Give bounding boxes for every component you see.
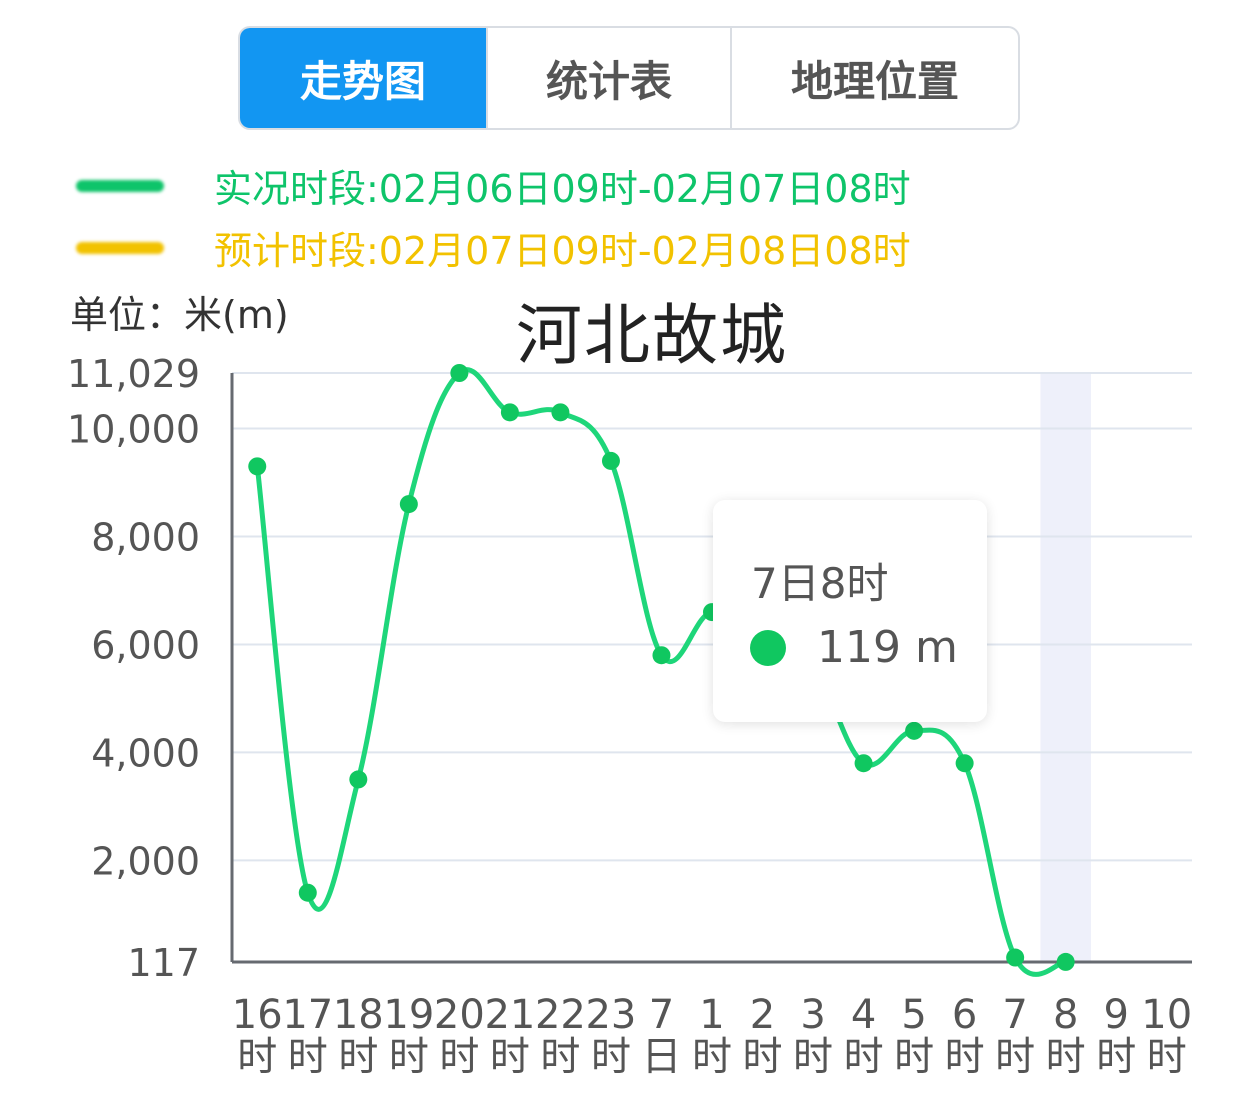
data-point [652,646,671,665]
x-tick-label-suffix: 日 [641,1034,681,1080]
x-tick-label-suffix: 时 [540,1034,580,1080]
y-tick-label: 8,000 [91,515,200,559]
x-tick-label-suffix: 时 [389,1034,429,1080]
x-tick-label-suffix: 时 [439,1034,479,1080]
legend-swatch-observed [76,179,164,192]
x-tick-label: 7 [1002,992,1027,1038]
data-point [298,883,317,902]
x-tick-label: 3 [800,992,825,1038]
x-tick-label: 5 [901,992,926,1038]
x-tick-label-suffix: 时 [490,1034,530,1080]
y-tick-label: 6,000 [91,623,200,667]
x-tick-label: 22 [535,992,586,1038]
data-point [955,754,974,773]
x-tick-label: 19 [383,992,434,1038]
legend-observed: 实况时段:02月06日09时-02月07日08时 [76,158,911,213]
x-tick-label-suffix: 时 [793,1034,833,1080]
tab-trend[interactable]: 走势图 [240,28,488,128]
data-point [450,364,469,382]
x-tick-label-suffix: 时 [1096,1034,1136,1080]
x-tick-label: 16 [232,992,283,1038]
x-tick-label: 9 [1103,992,1128,1038]
x-tick-label-suffix: 时 [237,1034,277,1080]
x-tick-label: 8 [1053,992,1078,1038]
data-point [551,403,570,422]
x-tick-label: 20 [434,992,485,1038]
data-point [248,457,267,476]
data-point [601,451,620,470]
hover-highlight-band [1040,373,1091,962]
data-point [349,770,368,789]
legend-text-forecast: 预计时段:02月07日09时-02月08日08时 [214,229,911,273]
tab-statistics[interactable]: 统计表 [488,28,732,128]
x-tick-label-suffix: 时 [894,1034,934,1080]
x-tick-label: 18 [333,992,384,1038]
x-tick-label-suffix: 时 [591,1034,631,1080]
y-tick-label: 2,000 [91,839,200,883]
y-tick-label: 11,029 [67,352,200,396]
tab-bar: 走势图 统计表 地理位置 [238,26,1020,130]
x-tick-label: 23 [585,992,636,1038]
y-tick-label: 117 [127,941,200,985]
unit-label: 单位：米(m) [70,293,289,337]
legend-text-observed: 实况时段:02月06日09时-02月07日08时 [214,167,911,211]
x-tick-label-suffix: 时 [692,1034,732,1080]
y-tick-label: 10,000 [67,408,200,452]
x-tick-label: 17 [282,992,333,1038]
tooltip-marker-icon [750,630,786,666]
x-tick-label-suffix: 时 [1046,1034,1086,1080]
data-point [905,721,924,740]
x-tick-label-suffix: 时 [743,1034,783,1080]
x-tick-label: 21 [484,992,535,1038]
legend-swatch-forecast [76,241,164,254]
x-tick-label: 2 [750,992,775,1038]
x-tick-label-suffix: 时 [945,1034,985,1080]
data-point [399,495,418,514]
chart-title: 河北故城 [516,297,788,374]
y-tick-label: 4,000 [91,731,200,775]
x-tick-label-suffix: 时 [1147,1034,1187,1080]
tooltip-value: 119 m [817,622,958,673]
x-tick-label-suffix: 时 [995,1034,1035,1080]
data-point [1056,952,1075,971]
tooltip: 7日8时 119 m [713,500,987,722]
x-tick-label-suffix: 时 [338,1034,378,1080]
legend-forecast: 预计时段:02月07日09时-02月08日08时 [76,220,911,275]
data-point [500,403,519,422]
x-tick-label: 6 [952,992,977,1038]
x-tick-label-suffix: 时 [288,1034,328,1080]
data-point [1006,948,1025,967]
x-tick-label: 1 [699,992,724,1038]
x-tick-label: 4 [851,992,876,1038]
tab-location[interactable]: 地理位置 [790,56,959,106]
tooltip-title: 7日8时 [751,559,889,608]
data-point [854,754,873,773]
x-tick-label: 10 [1141,992,1192,1038]
x-tick-label-suffix: 时 [844,1034,884,1080]
x-tick-label: 7 [649,992,674,1038]
